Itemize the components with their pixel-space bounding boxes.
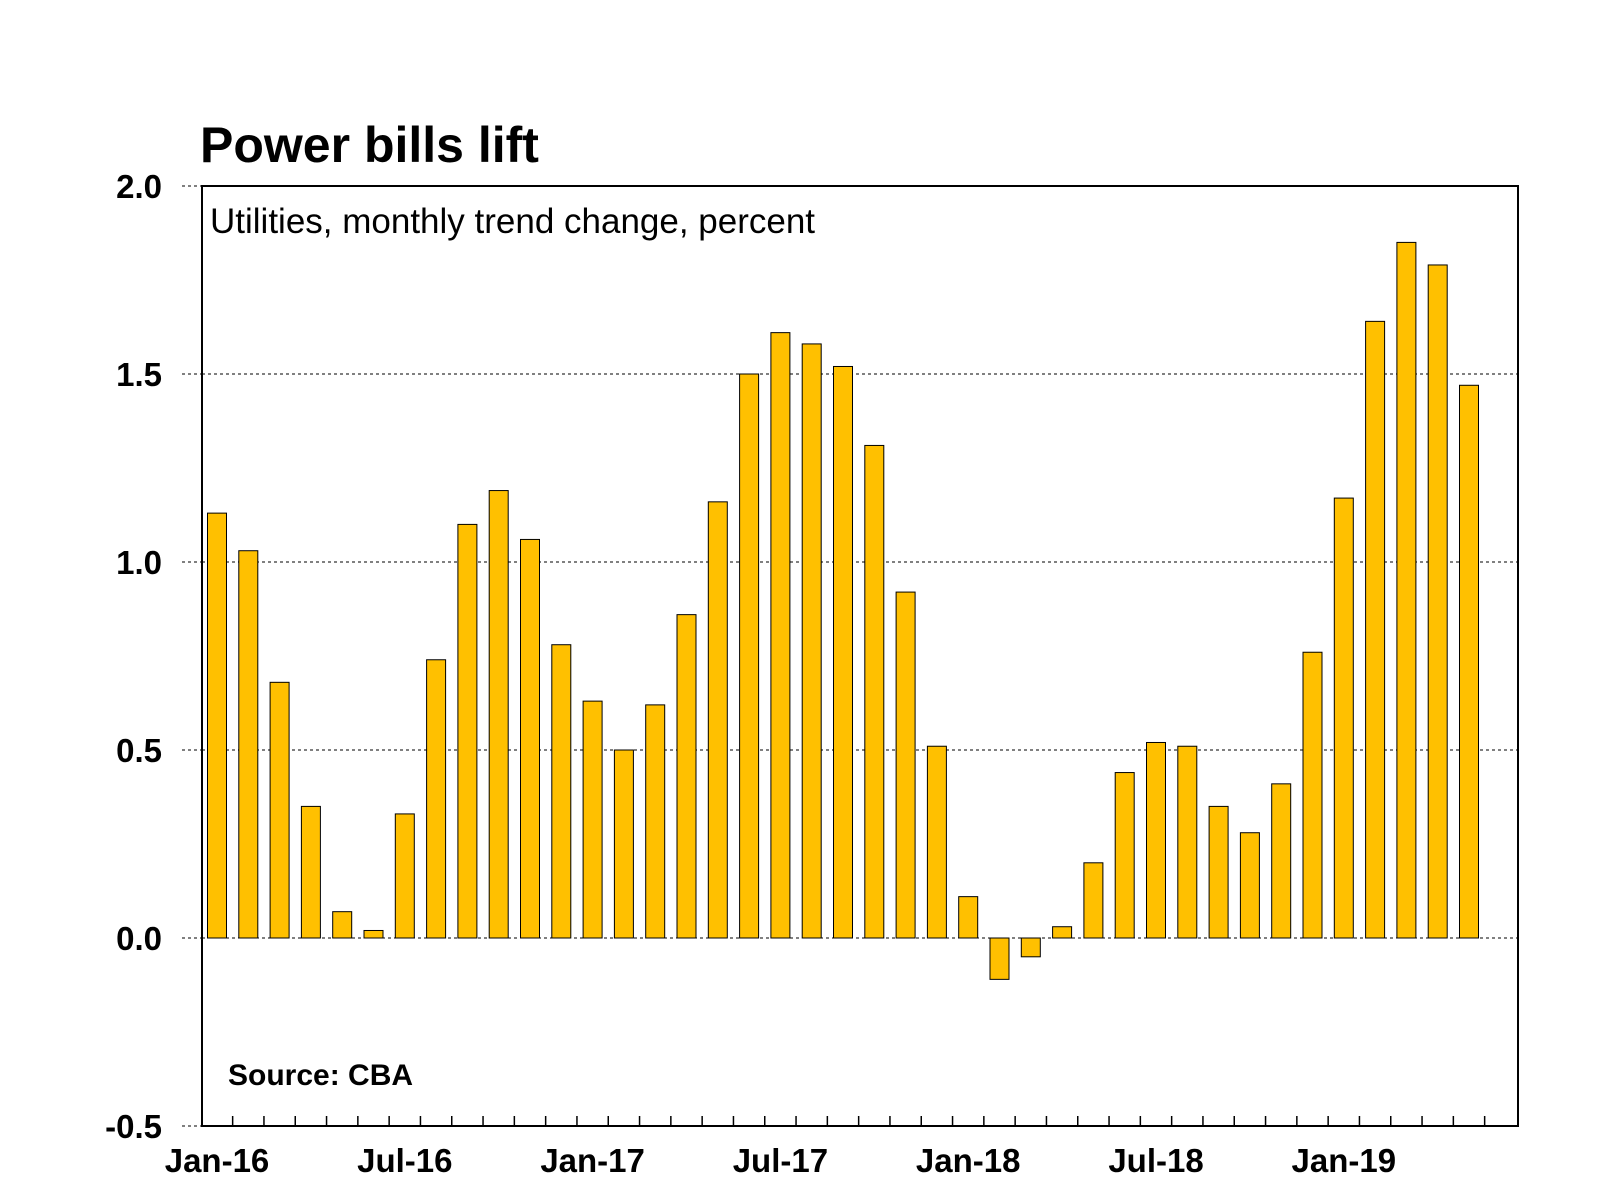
bar-feb-17 — [613, 749, 634, 939]
bar-feb-18 — [989, 937, 1010, 980]
bar-jul-17 — [770, 332, 791, 939]
x-tick-label: Jul-16 — [357, 1142, 452, 1179]
bar-may-16 — [332, 911, 353, 939]
plot-frame — [201, 185, 1519, 1127]
bar-dec-18 — [1302, 651, 1323, 939]
bar-oct-18 — [1239, 832, 1260, 939]
x-tick-label: Jul-18 — [1108, 1142, 1203, 1179]
bar-sep-18 — [1208, 805, 1229, 939]
bar-dec-17 — [926, 745, 947, 939]
bar-apr-19 — [1427, 264, 1448, 939]
bar-sep-17 — [833, 365, 853, 939]
bar-mar-16 — [269, 681, 290, 939]
bar-apr-18 — [1052, 926, 1073, 939]
bar-apr-16 — [300, 805, 321, 939]
y-tick-label: 1.0 — [116, 544, 162, 581]
bar-nov-18 — [1271, 783, 1292, 939]
bars — [207, 241, 1479, 980]
bar-nov-17 — [895, 591, 916, 939]
bar-mar-17 — [645, 704, 666, 939]
chart-subtitle: Utilities, monthly trend change, percent — [210, 202, 815, 241]
bar-aug-18 — [1177, 745, 1198, 939]
x-axis: Jan-16 Jul-16 Jan-17 Jul-17 Jan-18 Jul-18 Jan-… — [165, 1116, 1486, 1179]
bar-aug-17 — [801, 343, 822, 939]
bar-jan-17 — [582, 700, 603, 939]
bar-nov-16 — [520, 538, 540, 939]
x-tick-label: Jan-16 — [165, 1142, 270, 1179]
bar-may-17 — [707, 501, 728, 939]
x-tick-label: Jan-17 — [540, 1142, 645, 1179]
y-tick-label: 2.0 — [116, 168, 162, 205]
bar-jan-16 — [207, 512, 227, 939]
y-tick-label: -0.5 — [105, 1108, 162, 1145]
x-tick-label: Jul-17 — [733, 1142, 828, 1179]
y-axis: 2.0 1.5 1.0 0.5 0.0 -0.5 — [105, 168, 202, 1145]
bar-jan-19 — [1333, 497, 1354, 939]
bar-jul-18 — [1146, 741, 1166, 939]
bar-feb-16 — [238, 550, 259, 939]
bar-apr-17 — [676, 614, 697, 939]
bar-jun-18 — [1114, 772, 1135, 939]
bar-may-18 — [1083, 862, 1104, 939]
bar-feb-19 — [1365, 320, 1386, 939]
bar-oct-16 — [488, 490, 509, 939]
chart-title: Power bills lift — [200, 117, 539, 173]
bar-oct-17 — [864, 444, 885, 939]
bar-jul-16 — [394, 813, 415, 939]
bar-may-19 — [1459, 384, 1479, 939]
y-tick-label: 0.0 — [116, 920, 162, 957]
bar-mar-18 — [1020, 937, 1041, 958]
bar-dec-16 — [551, 644, 572, 939]
bar-aug-16 — [426, 659, 447, 939]
y-tick-label: 1.5 — [116, 356, 162, 393]
x-tick-label: Jan-18 — [916, 1142, 1021, 1179]
y-tick-label: 0.5 — [116, 732, 162, 769]
x-tick-label: Jan-19 — [1292, 1142, 1397, 1179]
bar-sep-16 — [457, 523, 478, 939]
bar-jun-16 — [363, 929, 384, 939]
source-note: Source: CBA — [228, 1059, 413, 1092]
bar-jun-17 — [739, 373, 760, 939]
bar-jan-18 — [958, 896, 979, 939]
bar-mar-19 — [1396, 241, 1417, 939]
